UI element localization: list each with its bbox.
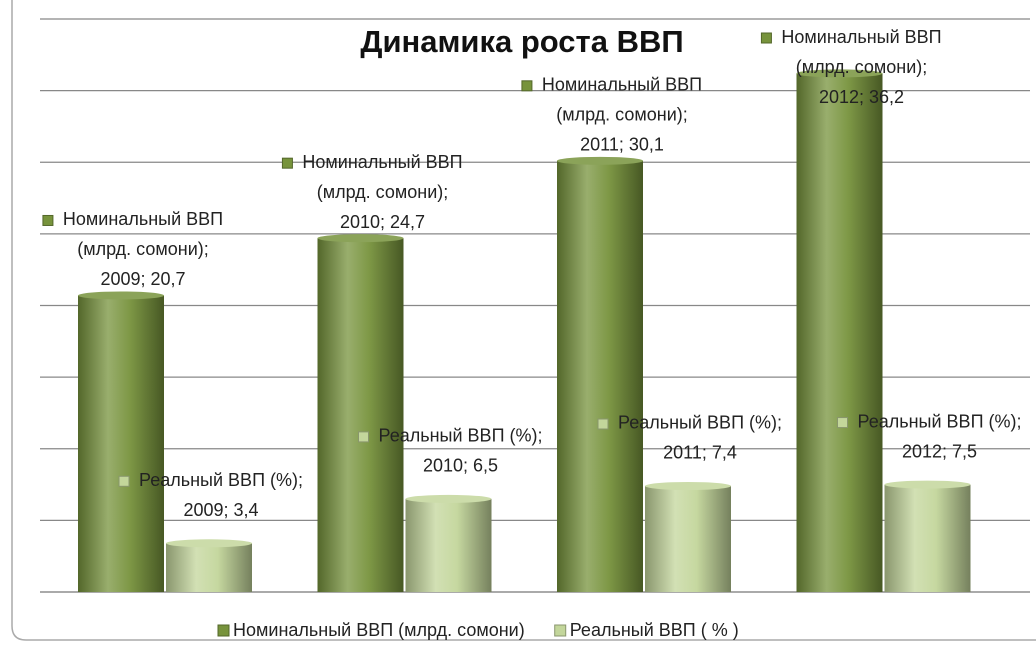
bar-body (78, 295, 164, 592)
bar-body (557, 160, 643, 592)
bar (884, 480, 971, 592)
label-marker (281, 157, 293, 169)
label-marker (597, 418, 609, 430)
bar-body (405, 498, 492, 592)
data-label: 2009; 20,7 (100, 269, 185, 289)
data-label: (млрд. сомони); (317, 182, 449, 202)
data-label: Реальный ВВП (%); (618, 413, 782, 433)
data-label: 2011; 30,1 (580, 135, 664, 155)
label-marker (521, 80, 533, 92)
data-label: Номинальный ВВП (302, 152, 462, 172)
data-label: Номинальный ВВП (542, 75, 702, 95)
bar (166, 539, 252, 592)
data-label: 2011; 7,4 (663, 443, 737, 463)
legend-label: Номинальный ВВП (млрд. сомони) (233, 620, 525, 640)
bar-top (796, 69, 883, 78)
data-label: 2012; 36,2 (819, 87, 904, 107)
data-label: Номинальный ВВП (63, 209, 223, 229)
bar-body (796, 73, 883, 592)
label-marker (358, 431, 369, 443)
bar (557, 156, 643, 592)
data-label: (млрд. сомони); (796, 57, 928, 77)
bar-body (166, 543, 252, 592)
bar-body (645, 485, 731, 592)
label-marker (837, 417, 848, 429)
bar (317, 234, 404, 593)
bar-top (78, 291, 164, 300)
data-label: Реальный ВВП (%); (139, 470, 303, 490)
bar-top (645, 481, 731, 490)
data-label: (млрд. сомони); (556, 105, 688, 125)
bar-top (884, 480, 971, 489)
bar-top (557, 156, 643, 165)
legend-marker (554, 624, 567, 637)
data-label: 2009; 3,4 (183, 500, 258, 520)
label-marker (760, 32, 772, 44)
data-label: 2010; 6,5 (423, 456, 498, 476)
data-label: Реальный ВВП (%); (379, 426, 543, 446)
legend-marker (217, 624, 230, 637)
bar-body (317, 238, 404, 593)
label-marker (118, 475, 130, 487)
legend-label: Реальный ВВП ( % ) (570, 620, 739, 640)
bar (796, 69, 883, 592)
frame (11, 0, 1036, 641)
bar-top (317, 234, 404, 243)
data-label: Реальный ВВП (%); (858, 411, 1022, 431)
bar-top (166, 539, 252, 548)
data-label: 2012; 7,5 (902, 441, 977, 461)
bar (405, 494, 492, 592)
data-label: 2010; 24,7 (340, 212, 425, 232)
data-label: (млрд. сомони); (77, 239, 209, 259)
chart-title: Динамика роста ВВП (360, 24, 683, 59)
bar-body (884, 484, 971, 592)
bar-top (405, 494, 492, 503)
bar (645, 481, 731, 592)
bar (78, 291, 164, 592)
data-label: Номинальный ВВП (781, 27, 941, 47)
label-marker (42, 214, 54, 226)
